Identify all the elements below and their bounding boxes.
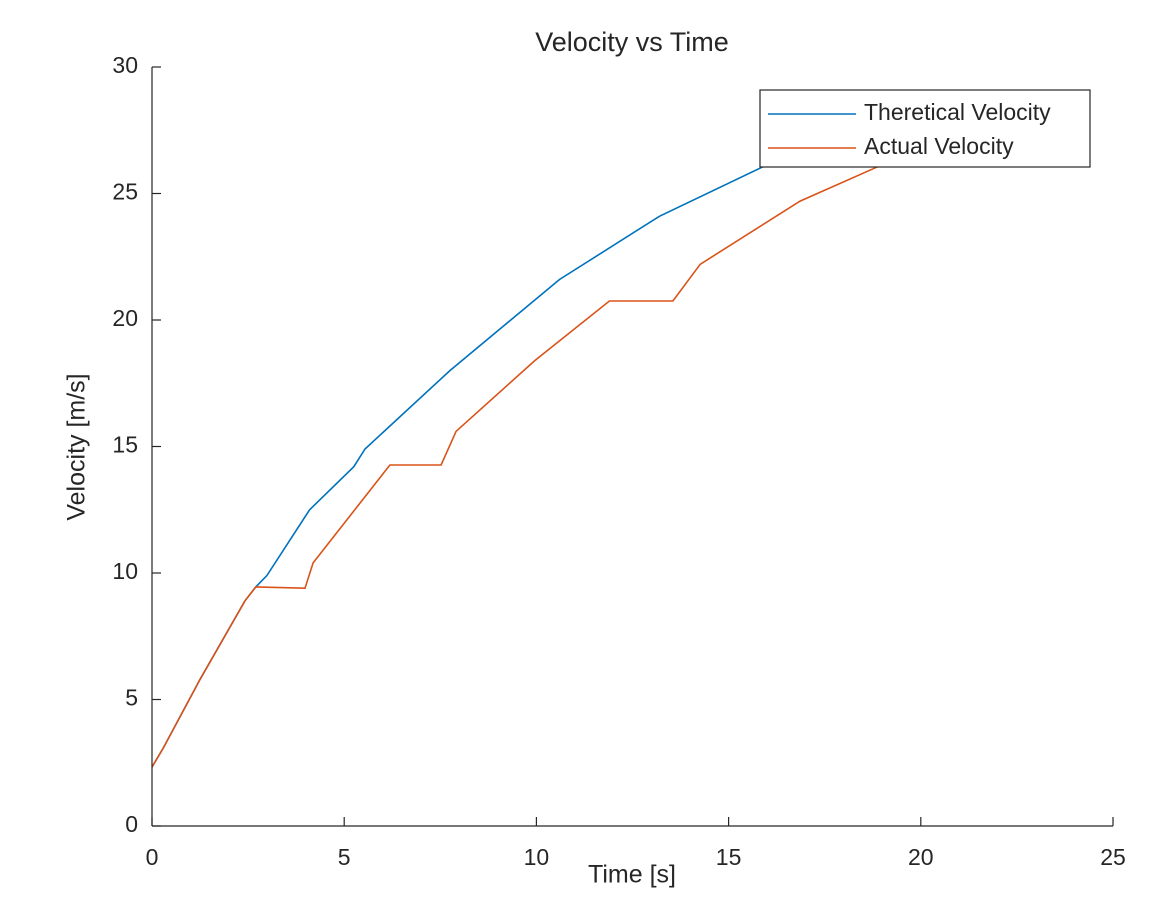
data-line	[151, 149, 806, 768]
y-tick-label: 15	[112, 432, 138, 458]
x-axis-label: Time [s]	[588, 861, 676, 889]
x-tick-label: 0	[146, 844, 159, 870]
y-tick-label: 0	[125, 811, 138, 837]
x-tick-label: 25	[1100, 844, 1126, 870]
x-tick-label: 15	[716, 844, 742, 870]
legend-label: Actual Velocity	[864, 133, 1014, 159]
x-tick-label: 5	[338, 844, 351, 870]
y-tick-label: 30	[112, 52, 138, 78]
legend-label: Theretical Velocity	[864, 99, 1051, 125]
chart-title: Velocity vs Time	[535, 27, 729, 57]
y-tick-label: 5	[125, 685, 138, 711]
y-tick-label: 10	[112, 558, 138, 584]
legend-box	[759, 89, 1091, 168]
x-tick-label: 10	[524, 844, 550, 870]
y-axis-label: Velocity [m/s]	[63, 373, 91, 520]
x-tick-label: 20	[908, 844, 934, 870]
y-tick-label: 25	[112, 179, 138, 205]
y-tick-label: 20	[112, 305, 138, 331]
data-line	[151, 152, 922, 768]
